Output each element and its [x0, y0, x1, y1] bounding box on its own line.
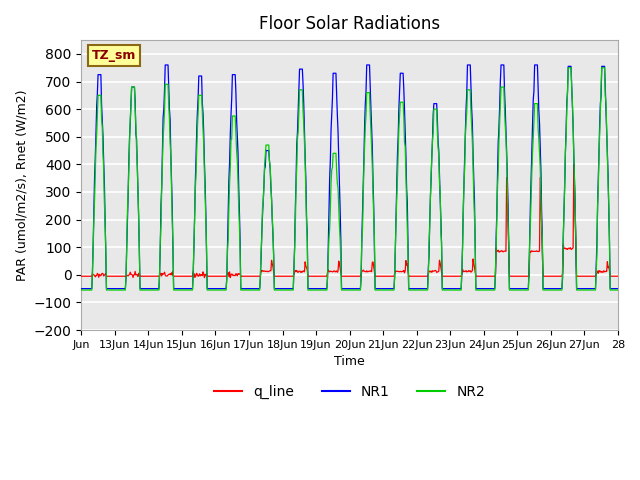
NR1: [77, 286, 85, 291]
NR1: [436, 172, 444, 178]
Line: q_line: q_line: [81, 165, 618, 277]
q_line: [240, 273, 248, 279]
q_line: [406, 273, 413, 279]
NR1: [266, 166, 274, 172]
q_line: [77, 273, 85, 279]
NR1: [287, 286, 294, 291]
NR2: [239, 287, 247, 293]
q_line: [140, 273, 148, 279]
q_line: [570, 162, 578, 168]
q_line: [200, 275, 208, 280]
Text: TZ_sm: TZ_sm: [92, 49, 136, 62]
NR2: [564, 65, 572, 71]
NR2: [614, 287, 621, 293]
NR2: [286, 287, 294, 293]
NR1: [614, 286, 621, 291]
Legend: q_line, NR1, NR2: q_line, NR1, NR2: [209, 379, 490, 404]
q_line: [266, 268, 274, 274]
NR2: [140, 287, 148, 293]
Y-axis label: PAR (umol/m2/s), Rnet (W/m2): PAR (umol/m2/s), Rnet (W/m2): [15, 89, 28, 281]
NR1: [161, 62, 169, 68]
q_line: [287, 273, 294, 279]
NR2: [77, 287, 85, 293]
Line: NR1: NR1: [81, 65, 618, 288]
Title: Floor Solar Radiations: Floor Solar Radiations: [259, 15, 440, 33]
Line: NR2: NR2: [81, 68, 618, 290]
q_line: [436, 257, 444, 263]
NR2: [266, 159, 273, 165]
q_line: [614, 273, 621, 279]
NR1: [240, 286, 248, 291]
NR1: [140, 286, 148, 291]
NR2: [405, 287, 413, 293]
NR2: [435, 152, 443, 158]
X-axis label: Time: Time: [334, 355, 365, 368]
NR1: [406, 286, 413, 291]
